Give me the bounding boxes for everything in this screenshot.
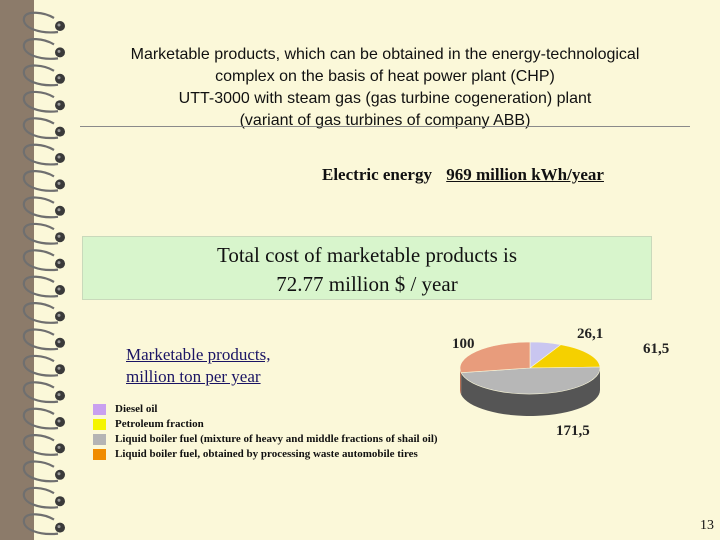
spiral-ring <box>22 275 65 298</box>
legend-swatch-diesel <box>93 404 106 415</box>
electric-energy: Electric energy 969 million kWh/year <box>322 165 604 185</box>
pie-side-tire-fuel <box>460 368 462 395</box>
title-line-2: complex on the basis of heat power plant… <box>215 68 555 85</box>
title-line-1: Marketable products, which can be obtain… <box>130 46 640 63</box>
spiral-ring <box>22 64 65 87</box>
products-title-line-1: Marketable products, <box>126 345 271 364</box>
legend-swatch-petroleum <box>93 419 106 430</box>
spiral-ring <box>22 196 65 219</box>
products-title-line-2: million ton per year <box>126 367 261 386</box>
title-divider <box>80 126 690 127</box>
spiral-ring <box>22 11 65 34</box>
spiral-ring <box>22 249 65 272</box>
legend-label-petroleum: Petroleum fraction <box>115 418 204 430</box>
pie-label-diesel: 26,1 <box>577 326 604 342</box>
total-cost-box: Total cost of marketable products is 72.… <box>82 236 652 300</box>
legend-swatch-tire-fuel <box>93 449 106 460</box>
spiral-ring <box>22 381 65 404</box>
spiral-ring <box>22 117 65 140</box>
spiral-ring <box>22 302 65 324</box>
spiral-ring <box>22 486 65 509</box>
spiral-ring <box>22 143 65 166</box>
electric-energy-label: Electric energy <box>322 165 432 184</box>
spiral-ring <box>22 222 65 245</box>
spiral-binding <box>22 11 65 536</box>
legend-label-shale-fuel: Liquid boiler fuel (mixture of heavy and… <box>115 433 438 445</box>
page-number: 13 <box>700 518 714 533</box>
pie-chart <box>459 341 601 416</box>
spiral-ring <box>22 513 65 536</box>
spiral-ring <box>22 460 65 483</box>
legend-label-tire-fuel: Liquid boiler fuel, obtained by processi… <box>115 448 418 460</box>
pie-side-shale-fuel <box>461 368 600 416</box>
title-line-4: (variant of gas turbines of company ABB) <box>239 112 531 129</box>
total-cost-line-1: Total cost of marketable products is <box>216 243 518 267</box>
spiral-ring <box>22 354 65 377</box>
pie-label-tire-fuel: 100 <box>452 336 475 352</box>
legend-label-diesel: Diesel oil <box>115 403 158 415</box>
spiral-ring <box>22 434 65 456</box>
spiral-ring <box>22 90 65 113</box>
products-chart-title: Marketable products, million ton per yea… <box>126 344 270 388</box>
pie-label-petroleum: 61,5 <box>643 341 670 357</box>
slide-title: Marketable products, which can be obtain… <box>70 44 700 132</box>
total-cost-line-2: 72.77 million $ / year <box>276 272 458 296</box>
pie-slice-shale-fuel <box>460 366 601 395</box>
spiral-ring <box>22 407 65 430</box>
pie-label-shale-fuel: 171,5 <box>556 423 590 439</box>
spiral-ring <box>22 170 65 192</box>
title-line-3: UTT-3000 with steam gas (gas turbine cog… <box>178 90 592 107</box>
spiral-ring <box>22 38 65 60</box>
pie-slice-tire-fuel <box>459 341 531 373</box>
spiral-ring <box>22 328 65 351</box>
legend-swatch-shale-fuel <box>93 434 106 445</box>
electric-energy-value: 969 million kWh/year <box>446 165 604 184</box>
pie-slice-petroleum <box>529 344 601 369</box>
